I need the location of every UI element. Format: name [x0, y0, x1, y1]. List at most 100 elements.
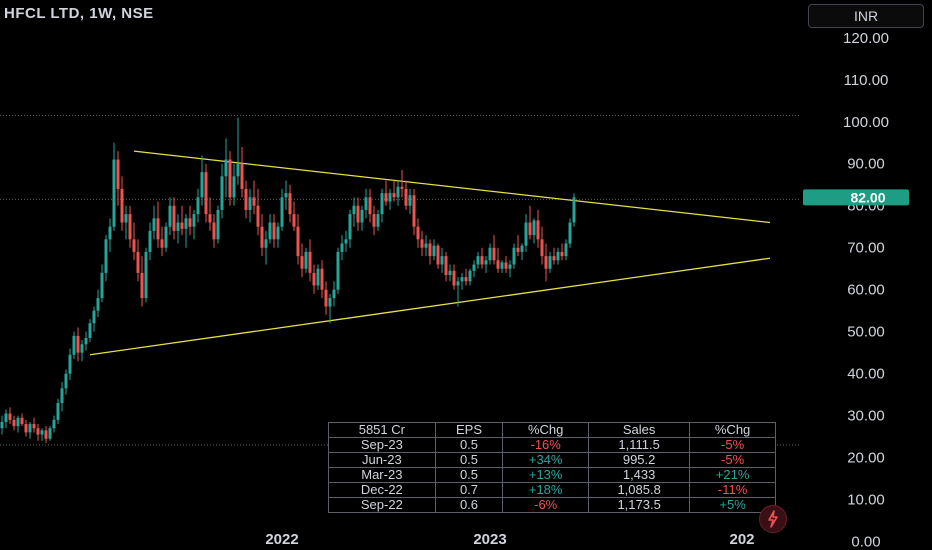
candle-body	[320, 268, 324, 290]
candle-body	[120, 188, 124, 223]
candle-body	[244, 188, 248, 210]
sales-cell: 1,173.5	[588, 497, 691, 513]
candle-body	[196, 197, 200, 215]
candle-body	[32, 424, 36, 429]
candle-body	[412, 195, 416, 227]
candle-body	[364, 197, 368, 210]
candle-body	[356, 205, 360, 223]
sales-cell: 1,433	[588, 467, 691, 483]
candle-body	[504, 262, 508, 269]
candle-body	[528, 222, 532, 236]
reference-lines	[0, 114, 800, 446]
candle-body	[100, 272, 104, 299]
candle-body	[248, 197, 252, 210]
candle-body	[556, 251, 560, 261]
candle-body	[36, 428, 40, 435]
candle-body	[72, 335, 76, 355]
eps-change-cell: +13%	[502, 467, 590, 483]
time-axis[interactable]: 2022 2023 202	[265, 531, 754, 548]
candle-body	[68, 354, 72, 374]
financials-table: 5851 Cr EPS %Chg Sales %Chg Sep-23 0.5 -…	[328, 422, 776, 513]
candle-body	[180, 222, 184, 229]
candle-body	[552, 256, 556, 261]
candle-body	[272, 222, 276, 240]
candle-body	[384, 193, 388, 202]
candle-body	[276, 226, 280, 240]
price-axis[interactable]: 120.00110.00100.0090.0080.0070.0060.0050…	[843, 30, 889, 550]
candle-body	[304, 251, 308, 269]
candle-body	[440, 256, 444, 265]
candle-body	[116, 159, 120, 189]
candle-body	[472, 264, 476, 271]
candle-body	[44, 430, 48, 439]
candle-body	[560, 251, 564, 257]
candle-body	[492, 247, 496, 261]
candle-body	[240, 163, 244, 189]
candle-body	[108, 226, 112, 240]
candle-body	[168, 205, 172, 227]
candle-body	[376, 214, 380, 227]
candle-body	[404, 188, 408, 206]
candle-body	[212, 222, 216, 240]
candle-body	[332, 289, 336, 299]
candle-body	[164, 226, 168, 248]
candle-body	[20, 417, 24, 425]
eps-change-cell: -16%	[502, 437, 590, 453]
y-tick-label: 60.00	[847, 282, 885, 299]
candle-body	[16, 417, 20, 427]
lightning-button[interactable]	[759, 505, 787, 533]
y-tick-label: 90.00	[847, 156, 885, 173]
candle-body	[328, 298, 332, 307]
candle-body	[300, 256, 304, 269]
candle-body	[12, 419, 16, 427]
candle-body	[456, 281, 460, 286]
candle-body	[264, 239, 268, 248]
candle-body	[232, 176, 236, 198]
table-header-cell: EPS	[434, 422, 504, 438]
candle-body	[480, 256, 484, 265]
candle-body	[60, 388, 64, 404]
candle-body	[188, 218, 192, 227]
candle-body	[8, 413, 12, 420]
candle-body	[280, 197, 284, 227]
candle-body	[392, 193, 396, 198]
eps-change-cell: +18%	[502, 482, 590, 498]
candle-body	[340, 243, 344, 252]
currency-button[interactable]: INR	[808, 4, 924, 28]
sales-change-cell: -5%	[689, 452, 776, 468]
candle-body	[4, 413, 8, 422]
trendline-upper	[133, 150, 771, 224]
current-price-tag: 82.00	[803, 189, 909, 206]
candle-body	[420, 239, 424, 248]
sales-cell: 1,085.8	[588, 482, 691, 498]
candle-body	[220, 176, 224, 210]
candle-body	[312, 272, 316, 286]
candle-body	[520, 245, 524, 252]
candle-body	[476, 256, 480, 265]
current-price-label: 82.00	[850, 189, 885, 205]
table-row: Mar-23 0.5 +13% 1,433 +21%	[328, 467, 776, 483]
candle-body	[536, 220, 540, 240]
candle-body	[532, 220, 536, 236]
candle-body	[292, 214, 296, 227]
candle-body	[516, 247, 520, 252]
lightning-icon	[768, 510, 778, 528]
candle-body	[80, 344, 84, 353]
candle-body	[176, 222, 180, 231]
financials-header-row: 5851 Cr EPS %Chg Sales %Chg	[328, 422, 776, 438]
candle-body	[524, 222, 528, 246]
candle-body	[144, 251, 148, 299]
table-header-cell: Sales	[588, 422, 691, 438]
candle-body	[464, 277, 468, 282]
candle-body	[92, 310, 96, 324]
table-row: Sep-23 0.5 -16% 1,111.5 -5%	[328, 437, 776, 453]
candle-body	[160, 239, 164, 248]
candle-body	[368, 197, 372, 215]
candle-body	[140, 272, 144, 299]
candle-body	[308, 251, 312, 273]
table-row: Sep-22 0.6 -6% 1,173.5 +5%	[328, 497, 776, 513]
candle-body	[424, 243, 428, 248]
candle-body	[200, 172, 204, 198]
candle-body	[88, 323, 92, 338]
